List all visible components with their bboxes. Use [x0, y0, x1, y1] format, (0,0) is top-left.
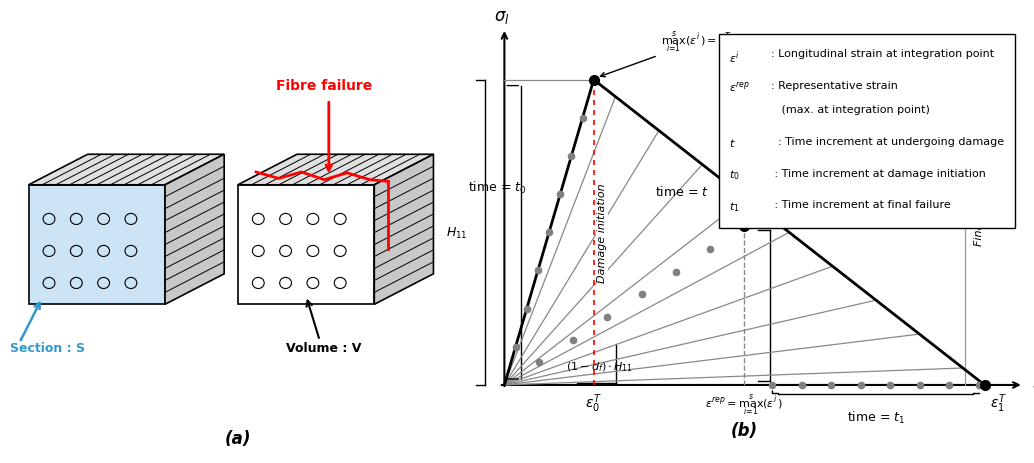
Text: Final failure: Final failure [974, 181, 984, 246]
Text: : Time increment at final failure: : Time increment at final failure [764, 200, 951, 210]
Text: $t_0$: $t_0$ [729, 169, 739, 182]
Text: Damage initiation: Damage initiation [597, 183, 607, 282]
Text: : Time increment at damage initiation: : Time increment at damage initiation [764, 169, 985, 178]
Text: $\varepsilon_0^T$: $\varepsilon_0^T$ [585, 391, 602, 414]
Text: $\max_{i=1}^{s}(\varepsilon^i)=\varepsilon_0^T$: $\max_{i=1}^{s}(\varepsilon^i)=\varepsil… [601, 30, 732, 78]
Text: time = $t_1$: time = $t_1$ [847, 409, 905, 425]
Text: $\varepsilon_l$: $\varepsilon_l$ [1032, 377, 1034, 393]
Text: $(1-d_f)\cdot H_{11}$: $(1-d_f)\cdot H_{11}$ [566, 360, 633, 373]
Text: : Representative strain: : Representative strain [764, 81, 898, 90]
Text: $t_1$: $t_1$ [729, 200, 739, 214]
Text: : Longitudinal strain at integration point: : Longitudinal strain at integration poi… [764, 49, 994, 59]
Text: Section : S: Section : S [10, 342, 86, 355]
Text: time = $t_0$: time = $t_0$ [468, 179, 526, 195]
Text: (max. at integration point): (max. at integration point) [764, 105, 930, 115]
Polygon shape [29, 155, 224, 185]
Polygon shape [238, 185, 374, 305]
Text: $\varepsilon^i$: $\varepsilon^i$ [729, 49, 739, 65]
Text: $H_{11}$: $H_{11}$ [446, 225, 467, 240]
Polygon shape [374, 155, 433, 305]
Text: (a): (a) [224, 429, 251, 447]
Text: $\varepsilon_1^T$: $\varepsilon_1^T$ [991, 391, 1007, 414]
Text: $\varepsilon^{rep}$: $\varepsilon^{rep}$ [729, 81, 750, 94]
Text: (b): (b) [731, 420, 758, 438]
Polygon shape [29, 185, 165, 305]
Text: Fibre failure: Fibre failure [276, 79, 372, 93]
FancyBboxPatch shape [720, 35, 1015, 229]
Text: Volume : V: Volume : V [285, 342, 361, 355]
Text: $\sigma_l$: $\sigma_l$ [494, 8, 510, 26]
Polygon shape [165, 155, 224, 305]
Text: time = $t$: time = $t$ [656, 184, 709, 198]
Text: $\varepsilon^{rep}=\max_{i=1}^{s}(\varepsilon^i)$: $\varepsilon^{rep}=\max_{i=1}^{s}(\varep… [705, 392, 784, 417]
Polygon shape [238, 155, 433, 185]
Text: $t$: $t$ [729, 137, 735, 149]
Text: : Time increment at undergoing damage: : Time increment at undergoing damage [764, 137, 1004, 147]
